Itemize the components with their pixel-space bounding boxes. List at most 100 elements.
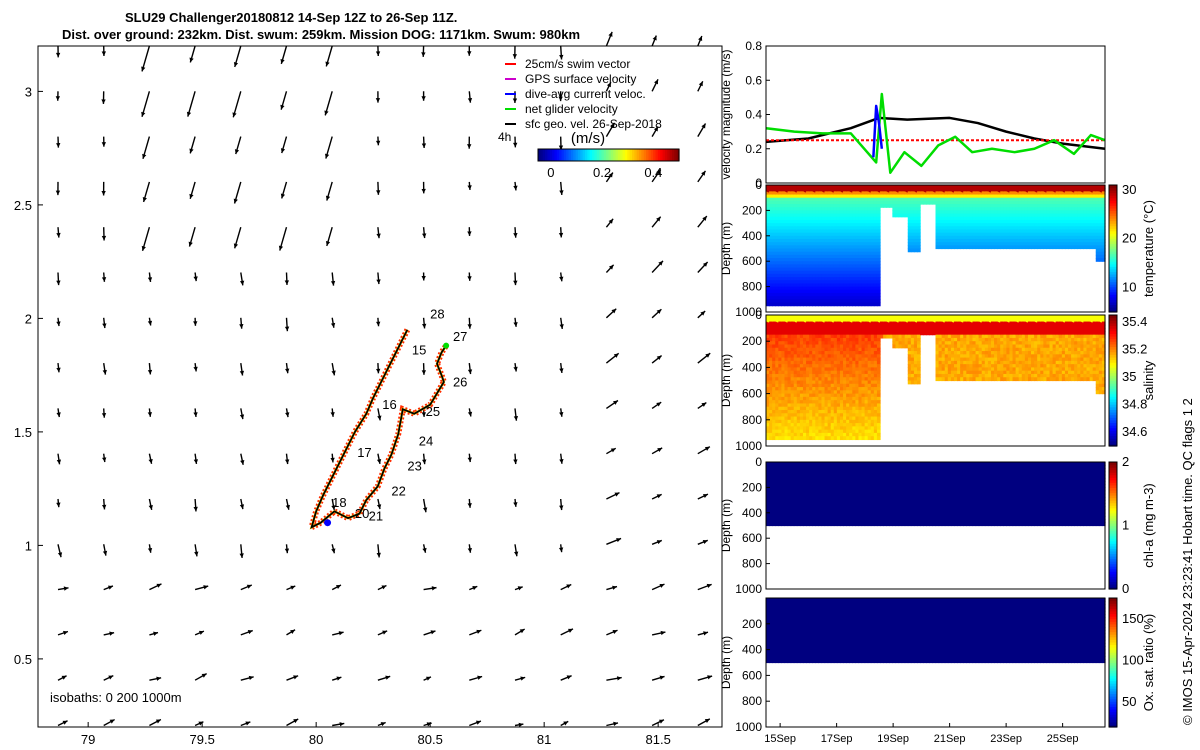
vector-arrow-head (558, 232, 564, 238)
vector-arrow-head (422, 459, 427, 465)
vector-arrow-head (330, 457, 335, 463)
vector-arrow-head (189, 148, 194, 154)
vector-arrow-head (467, 548, 472, 553)
vector-arrow-head (425, 676, 431, 681)
vector-arrow-head (186, 111, 192, 117)
vector-arrow-head (107, 585, 113, 590)
vector-arrow-head (233, 198, 238, 204)
vector-arrow-head (559, 276, 564, 282)
vector-arrow-head (422, 233, 427, 239)
vector-arrow-head (375, 140, 381, 146)
vector-arrow-head (563, 721, 569, 726)
vector-arrow-head (517, 586, 523, 591)
vector-arrow-head (422, 547, 427, 553)
vector-arrow-head (188, 241, 193, 247)
colorbar-temperature-label: temperature (°C) (1141, 200, 1156, 297)
map-y-tick-label: 2.5 (14, 198, 32, 213)
vector-arrow-head (201, 673, 207, 678)
vector-arrow-head (467, 324, 472, 329)
map-y-tick-label: 2 (25, 311, 32, 326)
vector-arrow-head (293, 675, 299, 680)
vector-arrow-head (247, 630, 253, 635)
vector-arrow-head (141, 66, 146, 72)
vector-arrow-head (101, 235, 107, 241)
vector-arrow-head (513, 415, 519, 421)
vector-arrow-head (422, 323, 427, 329)
vector-arrow-head (56, 367, 61, 373)
vector-arrow-head (108, 675, 114, 680)
map-colorbar-tick: 0.2 (593, 165, 611, 180)
vector-arrow-head (63, 586, 69, 591)
vector-arrow-head (568, 628, 574, 633)
vector-arrow-head (513, 280, 518, 286)
vector-arrow-head (153, 631, 159, 636)
figure-title-line1: SLU29 Challenger20180812 14-Sep 12Z to 2… (125, 10, 458, 25)
vector-arrow-head (325, 195, 331, 201)
vector-arrow-head (109, 631, 115, 636)
vector-arrow-head (559, 459, 564, 464)
vector-field (55, 31, 713, 727)
track-day-label: 21 (369, 508, 383, 523)
map-y-tick-label: 3 (25, 84, 32, 99)
vector-arrow-head (239, 324, 244, 329)
vector-arrow-head (376, 279, 381, 285)
vector-arrow-head (338, 631, 344, 636)
heatmap-cell (917, 248, 921, 253)
vector-arrow-head (56, 502, 61, 508)
vector-arrow-head (381, 585, 387, 590)
vector-arrow-head (285, 412, 290, 418)
vector-arrow-head (330, 322, 336, 328)
vector-arrow-head (248, 675, 254, 681)
vector-arrow-head (56, 232, 61, 238)
vector-arrow-head (513, 185, 518, 191)
vector-arrow-head (198, 630, 204, 635)
vector-arrow-head (102, 369, 107, 375)
vector-arrow-head (147, 412, 153, 417)
track-day-label: 24 (419, 434, 433, 449)
vector-arrow-head (467, 51, 472, 56)
vector-arrow-head (156, 583, 162, 588)
vector-arrow-head (467, 276, 472, 281)
vector-arrow-head (142, 153, 147, 159)
colorbar-temperature-tick: 10 (1122, 280, 1136, 295)
vector-arrow-head (233, 62, 239, 67)
vector-arrow-head (234, 149, 240, 155)
map-colorbar-tick: 0 (547, 165, 554, 180)
vector-arrow-head (380, 722, 386, 727)
map-y-tick-label: 0.5 (14, 652, 32, 667)
vector-arrow-head (56, 143, 61, 148)
vector-arrow-head (325, 240, 331, 246)
vector-arrow-head (335, 584, 341, 589)
scale-arrow-label: 4h (498, 130, 511, 144)
vector-arrow-head (513, 459, 518, 465)
legend-label: net glider velocity (525, 102, 618, 116)
vector-arrow-head (421, 412, 427, 417)
panel-y-tick-label: 0 (755, 178, 762, 192)
track-day-label: 25 (426, 404, 440, 419)
vector-arrow-head (55, 52, 61, 58)
vector-arrow-head (203, 585, 209, 590)
legend-label: GPS surface velocity (525, 72, 636, 86)
vector-arrow-head (324, 110, 329, 116)
vector-arrow-head (430, 630, 436, 635)
vector-arrow-head (56, 459, 62, 465)
vector-arrow-head (558, 145, 564, 151)
vector-arrow-head (336, 676, 342, 681)
vector-arrow-head (472, 586, 478, 591)
track-day-label: 26 (453, 375, 467, 390)
vector-arrow-head (156, 676, 162, 681)
map-frame (37, 45, 723, 728)
vector-arrow-head (566, 675, 572, 680)
panel-y-tick-label: 0.6 (745, 73, 762, 87)
vector-arrow-head (189, 57, 194, 63)
vector-arrow-head (285, 504, 290, 510)
vector-arrow-head (280, 193, 286, 199)
vector-arrow-head (56, 280, 61, 286)
vector-arrow-head (233, 243, 239, 249)
figure-title-line2: Dist. over ground: 232km. Dist. swum: 25… (62, 27, 581, 42)
vector-arrow-head (142, 197, 147, 202)
